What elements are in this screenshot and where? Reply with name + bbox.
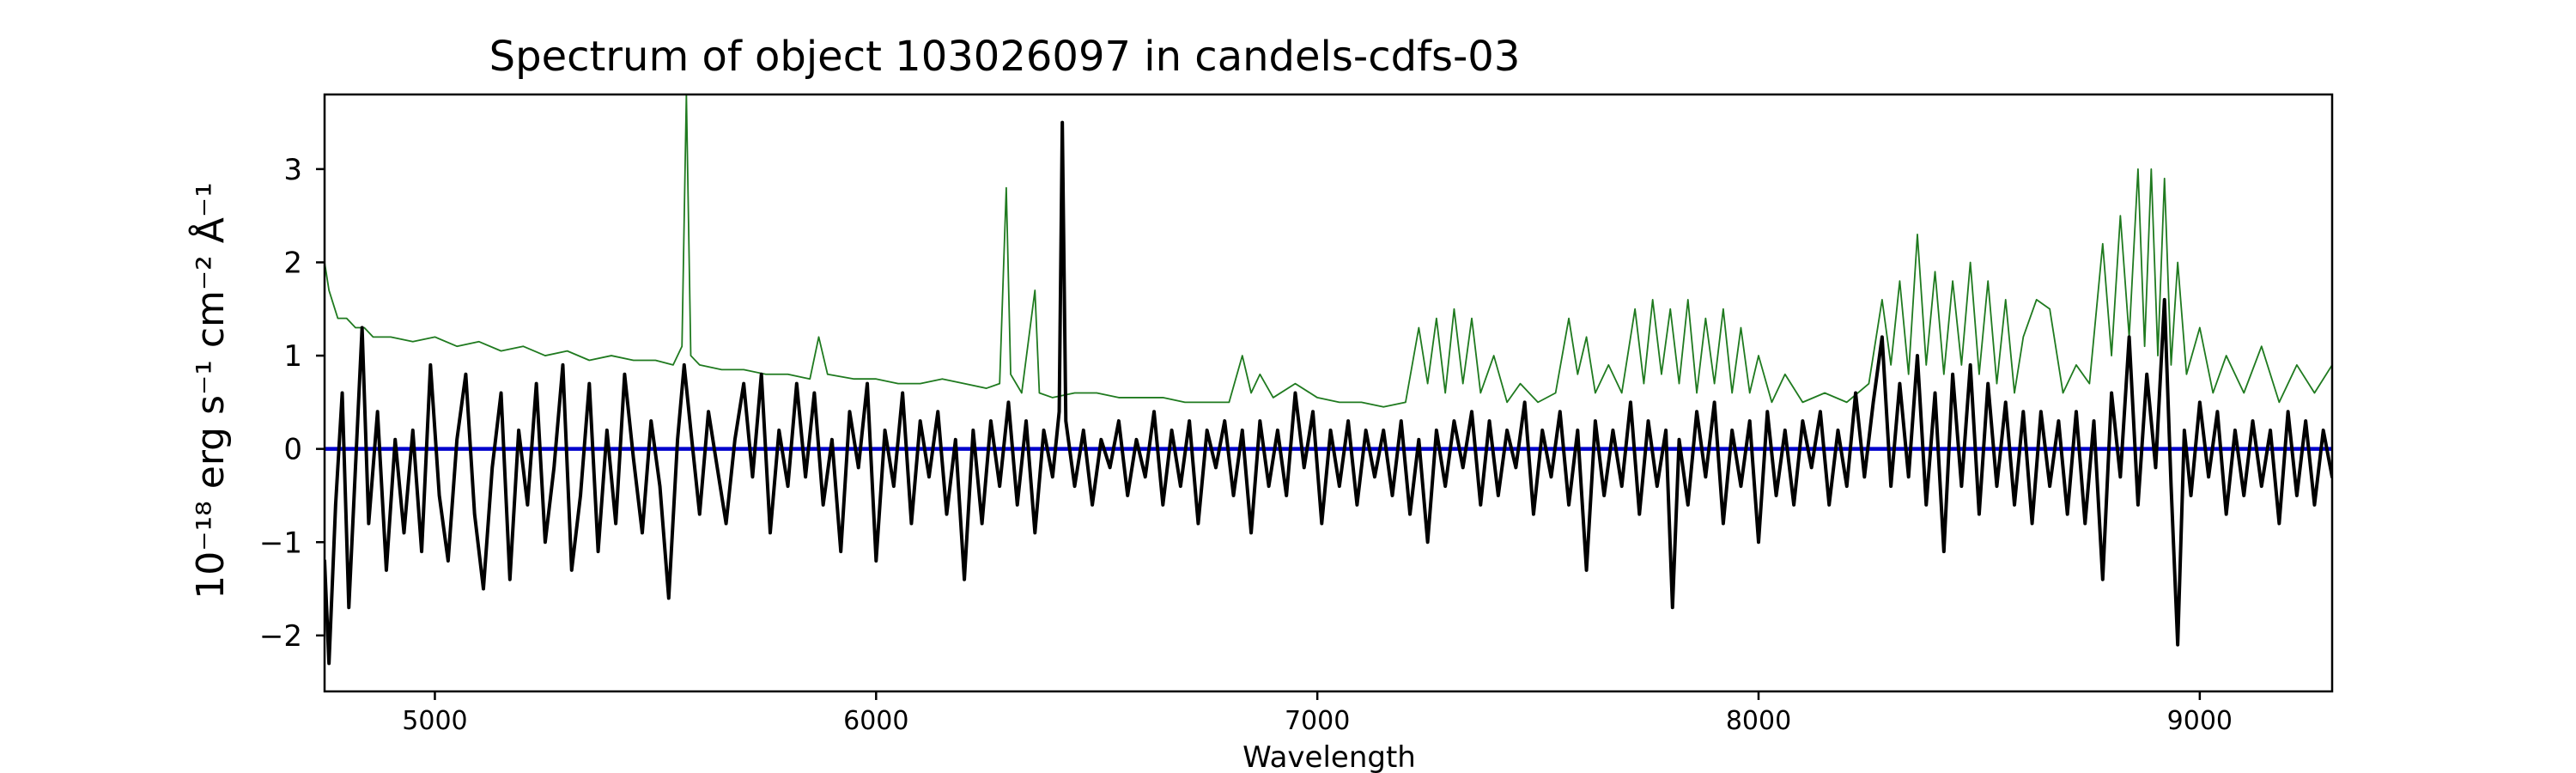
y-tick-label: 2 [283,246,302,280]
x-tick-label: 8000 [1726,706,1791,736]
x-axis-ticks: 5000 6000 7000 8000 9000 [402,691,2233,736]
noise-line [325,94,2332,408]
y-tick-label: 1 [283,339,302,374]
x-tick-label: 7000 [1285,706,1350,736]
chart-title: Spectrum of object 103026097 in candels-… [489,33,1521,81]
y-tick-label: −2 [259,619,302,654]
x-tick-label: 6000 [843,706,908,736]
plot-area [325,94,2332,666]
x-tick-label: 9000 [2167,706,2233,736]
plot-frame [323,93,2334,693]
x-tick-label: 5000 [402,706,467,736]
x-axis-label: Wavelength [1242,740,1416,773]
y-tick-label: 3 [283,153,302,187]
series-group [325,94,2332,666]
y-axis-label: 10⁻¹⁸ erg s⁻¹ cm⁻² Å⁻¹ [187,182,233,599]
y-tick-label: 0 [283,433,302,467]
spectrum-line [325,120,2332,666]
y-axis-ticks: −2 −1 0 1 2 3 [259,153,325,654]
y-tick-label: −1 [259,526,302,560]
